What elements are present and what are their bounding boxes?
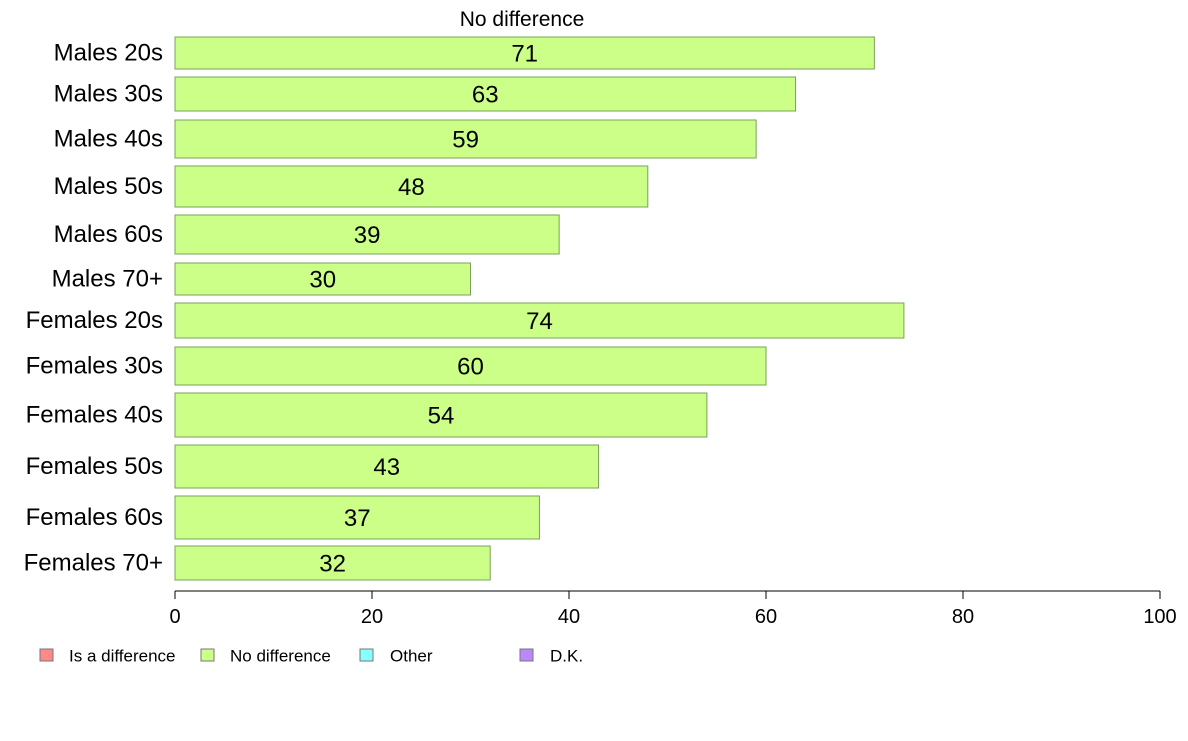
data-label-females-50s: 43 [373, 454, 400, 481]
legend-label-other: Other [390, 647, 433, 666]
bar-females-60s [174, 495, 540, 540]
category-label-males-70-plus: Males 70+ [52, 266, 163, 293]
bar-males-60s [174, 214, 560, 255]
legend-swatch-d-k [519, 648, 534, 662]
legend-swatch-other [359, 648, 374, 662]
legend-swatch-is-a-difference [39, 648, 54, 662]
bar-females-20s [174, 302, 905, 339]
data-label-females-30s: 60 [457, 354, 484, 381]
data-label-males-60s: 39 [354, 222, 381, 249]
category-label-males-50s: Males 50s [54, 173, 163, 200]
data-label-females-70-plus: 32 [319, 551, 346, 578]
bar-males-70-plus [174, 262, 471, 296]
bar-females-40s [174, 392, 708, 438]
x-tick-label-40: 40 [558, 606, 580, 628]
category-label-females-60s: Females 60s [26, 504, 163, 531]
legend-label-is-a-difference: Is a difference [69, 647, 175, 666]
category-label-females-50s: Females 50s [26, 453, 163, 480]
legend-swatch-no-difference [200, 648, 215, 662]
data-label-females-40s: 54 [428, 403, 455, 430]
x-axis: 0 20 40 60 80 100 [169, 590, 1177, 628]
category-label-females-70-plus: Females 70+ [24, 550, 163, 577]
bar-females-30s [174, 346, 767, 386]
legend-label-no-difference: No difference [230, 647, 331, 666]
category-label-males-20s: Males 20s [54, 40, 163, 67]
x-tick-label-100: 100 [1143, 606, 1176, 628]
x-tick-label-80: 80 [952, 606, 974, 628]
data-label-females-20s: 74 [526, 308, 553, 335]
data-label-males-30s: 63 [472, 82, 499, 109]
x-tick-label-20: 20 [361, 606, 383, 628]
legend: Is a difference No difference Other D.K. [39, 647, 583, 666]
bar-males-20s [174, 36, 875, 70]
data-label-males-50s: 48 [398, 174, 425, 201]
bar-females-50s [174, 444, 600, 489]
category-label-females-40s: Females 40s [26, 402, 163, 429]
chart-title: No difference [460, 8, 585, 31]
category-label-females-20s: Females 20s [26, 307, 163, 334]
data-label-males-40s: 59 [452, 127, 479, 154]
category-label-males-60s: Males 60s [54, 221, 163, 248]
bar-males-50s [174, 165, 649, 208]
category-label-males-30s: Males 30s [54, 81, 163, 108]
bar-males-30s [174, 76, 797, 112]
data-label-males-70-plus: 30 [309, 267, 336, 294]
x-tick-label-0: 0 [169, 606, 180, 628]
bar-males-40s [174, 119, 757, 159]
category-label-females-30s: Females 30s [26, 353, 163, 380]
data-label-females-60s: 37 [344, 505, 371, 532]
bars-layer: Males 20s 71 Males 30s 63 Males 40s 59 Males 5… [24, 36, 905, 581]
data-label-males-20s: 71 [511, 41, 538, 68]
legend-label-d-k: D.K. [550, 647, 583, 666]
x-tick-label-60: 60 [755, 606, 777, 628]
category-label-males-40s: Males 40s [54, 126, 163, 153]
bar-females-70-plus [174, 545, 491, 581]
